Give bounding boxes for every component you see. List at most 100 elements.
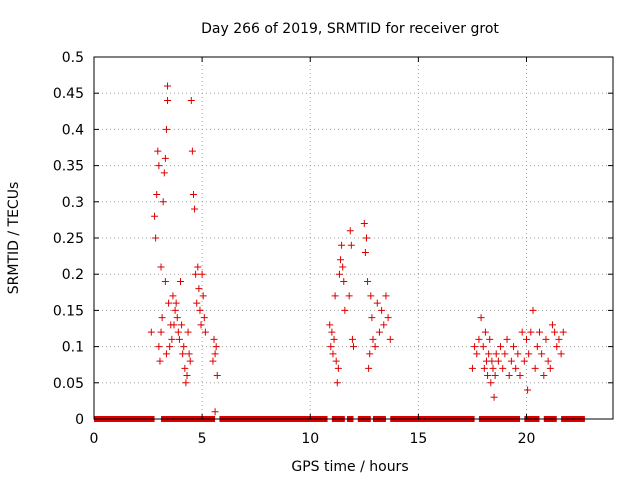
data-point (365, 364, 373, 372)
data-point (479, 343, 487, 351)
y-tick-label: 0.5 (62, 50, 84, 66)
data-point (333, 379, 341, 387)
data-point (164, 96, 172, 104)
y-tick-label: 0.35 (53, 159, 84, 175)
data-point (514, 350, 522, 358)
data-point (212, 343, 220, 351)
data-point (468, 364, 476, 372)
data-point (492, 350, 500, 358)
grid-lines (94, 57, 613, 419)
data-point (162, 125, 170, 133)
data-point (369, 335, 377, 343)
data-point (548, 321, 556, 329)
data-point (551, 328, 559, 336)
data-point (520, 357, 528, 365)
data-point (178, 321, 186, 329)
data-point (194, 263, 202, 271)
data-point (155, 162, 163, 170)
data-point (544, 357, 552, 365)
data-point (471, 343, 479, 351)
data-point (364, 277, 372, 285)
data-point (345, 292, 353, 300)
data-point (557, 350, 565, 358)
data-point (555, 335, 563, 343)
data-point (507, 357, 515, 365)
data-point (188, 147, 196, 155)
data-point (486, 335, 494, 343)
data-point (326, 321, 334, 329)
data-point (328, 328, 336, 336)
data-point (184, 328, 192, 336)
data-point (484, 372, 492, 380)
data-point (350, 343, 357, 351)
data-point (533, 343, 541, 351)
data-point (524, 386, 532, 394)
data-point (331, 292, 339, 300)
data-point (518, 328, 526, 336)
axis-ticks: 0 5 10 15 20 0 0.05 0.1 0.15 0.2 0.25 0.3 0.35 0.4 0.4… (53, 50, 613, 447)
y-tick-label: 0.25 (53, 231, 84, 247)
data-point (531, 364, 539, 372)
data-point (180, 343, 188, 351)
data-point (198, 270, 206, 278)
data-point (382, 292, 390, 300)
data-point (329, 350, 337, 358)
data-point (199, 292, 207, 300)
data-point (211, 350, 219, 358)
data-point (175, 335, 183, 343)
data-point (179, 350, 187, 358)
x-tick-label: 10 (301, 431, 319, 447)
data-point (157, 328, 165, 336)
data-point (348, 335, 356, 343)
data-point (153, 191, 161, 199)
data-point (527, 328, 535, 336)
data-point (193, 299, 201, 307)
y-tick-label: 0.05 (53, 376, 84, 392)
data-point (487, 379, 495, 387)
data-point (158, 314, 166, 322)
x-tick-label: 20 (518, 431, 536, 447)
data-point (505, 372, 513, 380)
data-point (170, 321, 178, 329)
data-point (362, 234, 370, 242)
data-point (327, 343, 335, 351)
data-point (195, 285, 203, 293)
data-point (360, 220, 368, 228)
data-point (164, 82, 172, 90)
y-tick-label: 0 (75, 412, 84, 428)
data-point (154, 147, 162, 155)
data-point (510, 343, 518, 351)
data-point (497, 343, 505, 351)
y-axis-label: SRMTID / TECUs (6, 182, 22, 295)
data-point (191, 205, 199, 213)
data-point (542, 335, 550, 343)
data-point (371, 343, 379, 351)
data-point (161, 154, 169, 162)
data-point (559, 328, 567, 336)
data-point (475, 335, 483, 343)
data-point (473, 350, 481, 358)
data-point (546, 364, 554, 372)
data-point (516, 372, 524, 380)
data-point (159, 198, 167, 206)
data-point (339, 263, 347, 271)
y-tick-label: 0.1 (62, 340, 84, 356)
y-tick-label: 0.15 (53, 303, 84, 319)
data-point (499, 364, 507, 372)
data-point (211, 408, 219, 416)
data-point (337, 256, 345, 264)
data-point (201, 328, 209, 336)
data-point (189, 191, 197, 199)
data-point (334, 364, 342, 372)
data-point (196, 306, 204, 314)
data-point (213, 372, 221, 380)
data-point (152, 234, 160, 242)
data-point (173, 314, 181, 322)
x-tick-label: 15 (409, 431, 427, 447)
data-point (200, 314, 208, 322)
data-point (488, 357, 496, 365)
data-point (378, 306, 386, 314)
data-point (183, 372, 191, 380)
